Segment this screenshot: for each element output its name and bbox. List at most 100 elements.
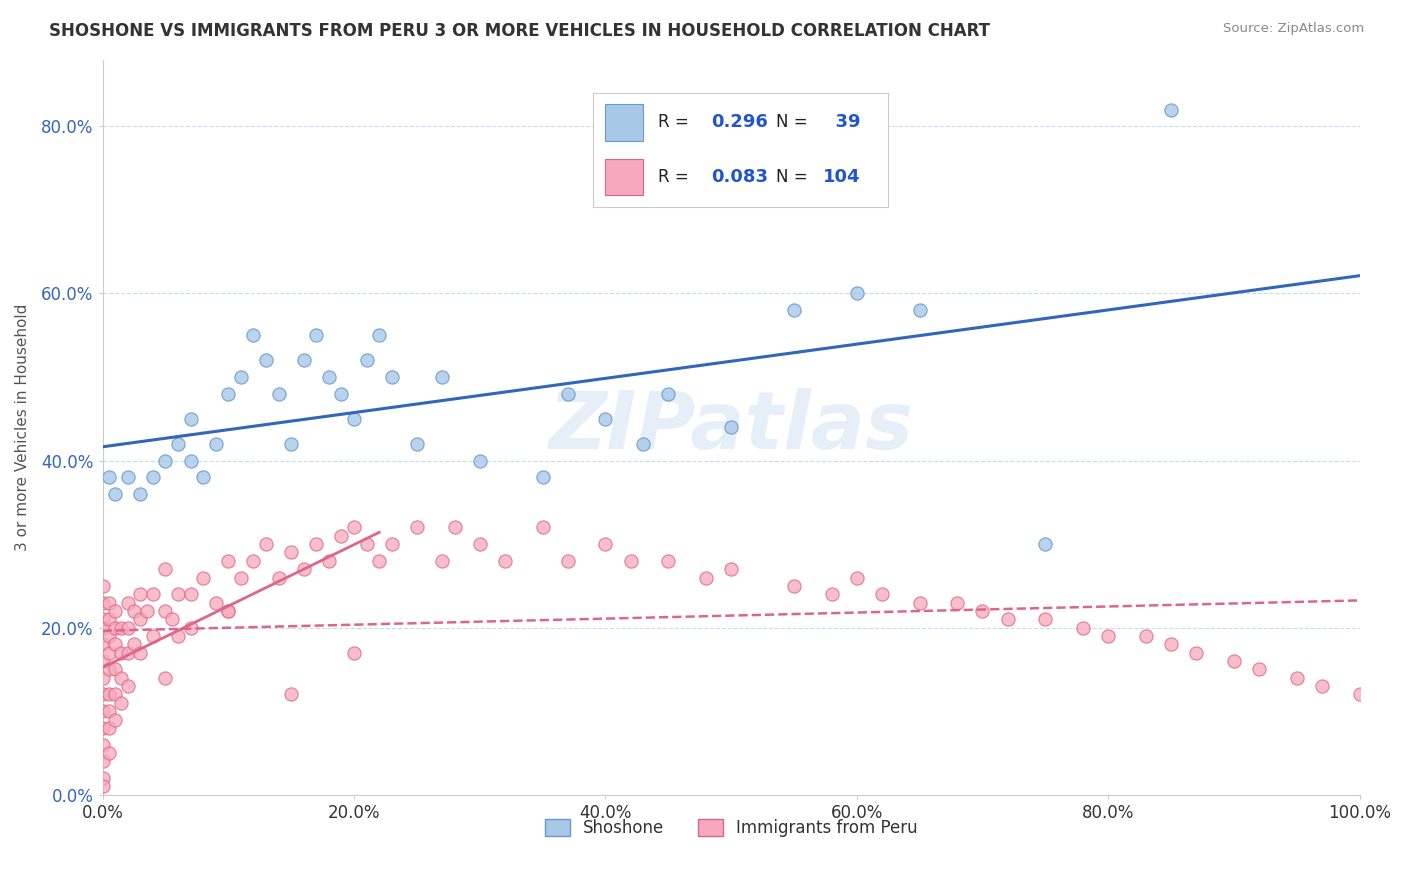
Point [91,721,114,735]
Point [91,704,114,718]
Point [1160,103,1182,117]
Point [110,621,132,635]
Point [167,437,190,451]
Point [110,671,132,685]
Point [531,470,554,484]
Point [242,328,264,343]
Point [318,554,340,568]
Point [381,537,404,551]
Point [557,386,579,401]
Point [91,596,114,610]
Point [720,562,742,576]
Point [91,612,114,626]
Point [870,587,893,601]
Point [180,587,202,601]
Point [193,570,215,584]
Point [97,704,120,718]
Point [343,520,366,534]
Point [217,604,239,618]
Point [167,587,190,601]
Point [280,545,302,559]
Legend: Shoshone, Immigrants from Peru: Shoshone, Immigrants from Peru [536,810,925,846]
Point [305,328,328,343]
Point [129,587,152,601]
Point [254,353,277,368]
Point [356,537,378,551]
Point [110,696,132,710]
Point [91,754,114,768]
Point [155,453,177,467]
Point [204,437,226,451]
Point [368,554,391,568]
Point [229,370,252,384]
Point [242,554,264,568]
Y-axis label: 3 or more Vehicles in Household: 3 or more Vehicles in Household [15,303,30,551]
Point [104,621,127,635]
Point [631,437,654,451]
Point [167,629,190,643]
Point [217,554,239,568]
Point [368,328,391,343]
Point [97,662,120,676]
Point [1033,537,1056,551]
Point [104,713,127,727]
Point [1310,679,1333,693]
Point [356,353,378,368]
Point [783,579,806,593]
Point [129,487,152,501]
Point [97,596,120,610]
Point [305,537,328,551]
Point [657,554,679,568]
Point [468,537,491,551]
Point [557,554,579,568]
Point [135,604,157,618]
Point [91,771,114,785]
Point [91,637,114,651]
Point [91,780,114,794]
Point [254,537,277,551]
Point [405,437,427,451]
Point [180,412,202,426]
Point [280,688,302,702]
Point [97,721,120,735]
Point [908,596,931,610]
Point [91,621,114,635]
Point [204,596,226,610]
Point [217,604,239,618]
Point [142,587,165,601]
Point [1097,629,1119,643]
Point [405,520,427,534]
Point [845,570,868,584]
Point [845,286,868,301]
Point [430,554,453,568]
Point [180,621,202,635]
Point [292,562,315,576]
Point [468,453,491,467]
Point [142,629,165,643]
Point [343,412,366,426]
Point [946,596,969,610]
Point [142,470,165,484]
Point [97,688,120,702]
Point [97,470,120,484]
Point [160,612,183,626]
Point [91,688,114,702]
Point [180,453,202,467]
Point [430,370,453,384]
Point [122,637,145,651]
Point [97,746,120,760]
Point [104,662,127,676]
Point [657,386,679,401]
Point [117,621,139,635]
Point [381,370,404,384]
Point [122,604,145,618]
Point [104,688,127,702]
Point [1348,688,1371,702]
Point [318,370,340,384]
Point [1135,629,1157,643]
Point [110,646,132,660]
Point [117,470,139,484]
Point [343,646,366,660]
Point [1185,646,1208,660]
Point [619,554,641,568]
